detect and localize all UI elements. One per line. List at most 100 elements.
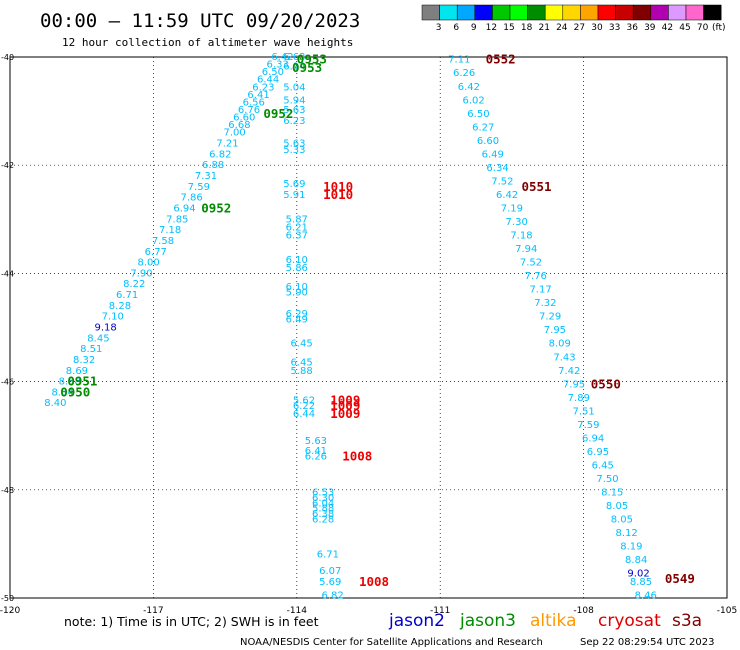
swh-value-label: 7.85 <box>166 214 188 225</box>
swh-value-label: 6.10 <box>286 282 308 293</box>
swh-value-label: 6.68 <box>228 120 250 131</box>
swh-value-label: 8.05 <box>611 515 633 526</box>
swh-value-label: 6.94 <box>582 433 604 444</box>
swh-value-label: 8.19 <box>620 542 642 553</box>
swh-value-label: 5.62 <box>293 396 315 407</box>
swh-value-label: 8.46 <box>635 590 657 601</box>
swh-value-label: 7.42 <box>558 366 580 377</box>
x-tick-label: -108 <box>573 606 594 616</box>
colorbar-label: 27 <box>574 23 585 33</box>
colorbar-swatch <box>703 4 722 21</box>
swh-value-label: 6.21 <box>286 222 308 233</box>
swh-value-label: 6.41 <box>247 90 269 101</box>
swh-value-label: 6.30 <box>312 493 334 504</box>
swh-value-label: 5.94 <box>283 95 305 106</box>
time-label: 0951 <box>67 374 97 389</box>
swh-value-label: 6.10 <box>286 255 308 266</box>
time-label: 0953 <box>297 52 327 67</box>
swh-value-label: 5.88 <box>290 366 312 377</box>
legend-cryosat: cryosat <box>598 611 661 631</box>
swh-value-label: 8.09 <box>549 339 571 350</box>
colorbar-label: 18 <box>521 23 533 33</box>
swh-value-label: 8.45 <box>87 333 109 344</box>
legend-jason2: jason2 <box>388 611 445 631</box>
x-tick-label: -120 <box>0 606 20 616</box>
swh-value-label: 6.82 <box>209 149 231 160</box>
swh-value-label: 6.29 <box>286 309 308 320</box>
colorbar-swatch <box>562 4 581 21</box>
time-label: 1009 <box>330 398 360 413</box>
time-label: 1009 <box>330 406 360 421</box>
swh-value-label: 5.86 <box>286 263 308 274</box>
chart-subtitle: 12 hour collection of altimeter wave hei… <box>62 36 353 49</box>
colorbar-label: 36 <box>626 23 638 33</box>
swh-value-label: 6.45 <box>592 460 614 471</box>
colorbar-swatch <box>474 4 493 21</box>
time-label: 1008 <box>359 574 389 589</box>
swh-value-label: 6.56 <box>243 97 265 108</box>
colorbar-label: 3 <box>436 23 442 33</box>
time-label: 0953 <box>292 60 322 75</box>
swh-value-label: 8.40 <box>44 398 66 409</box>
swh-value-label: 7.51 <box>572 406 594 417</box>
colorbar-label: 45 <box>679 23 690 33</box>
colorbar-swatch <box>685 4 704 21</box>
time-label: 0549 <box>665 571 695 586</box>
footer-note: note: 1) Time is in UTC; 2) SWH is in fe… <box>64 614 319 629</box>
swh-value-label: 6.34 <box>486 163 508 174</box>
swh-value-label: 7.86 <box>181 193 203 204</box>
legend-jason3: jason3 <box>459 611 516 631</box>
swh-value-label: 7.18 <box>510 231 532 242</box>
swh-value-label: 5.69 <box>319 577 341 588</box>
swh-value-label: 6.76 <box>238 105 260 116</box>
swh-value-label: 6.37 <box>286 231 308 242</box>
swh-value-label: 8.05 <box>606 501 628 512</box>
swh-value-label: 6.49 <box>286 314 308 325</box>
swh-value-label: 6.49 <box>482 149 504 160</box>
swh-value-label: 7.95 <box>544 325 566 336</box>
colorbar-label: 21 <box>538 23 549 33</box>
swh-value-label: 6.60 <box>233 113 255 124</box>
swh-value-label: 7.19 <box>501 203 523 214</box>
legend-altika: altika <box>530 611 577 631</box>
swh-value-label: 7.52 <box>520 258 542 269</box>
swh-value-label: 6.02 <box>463 95 485 106</box>
swh-value-label: 6.44 <box>257 75 279 86</box>
colorbar-swatch <box>439 4 458 21</box>
colorbar-label: 39 <box>644 23 656 33</box>
colorbar-swatch <box>668 4 687 21</box>
swh-value-label: 5.91 <box>283 190 305 201</box>
swh-value-label: 6.42 <box>458 82 480 93</box>
swh-value-label: 7.89 <box>568 393 590 404</box>
swh-value-label: 7.95 <box>563 379 585 390</box>
swh-value-label: 6.04 <box>312 498 334 509</box>
swh-value-label: 7.50 <box>596 474 618 485</box>
swh-value-label: 6.44 <box>293 409 315 420</box>
footer-timestamp: Sep 22 08:29:54 UTC 2023 <box>580 637 714 648</box>
y-tick-label: -46 <box>1 378 14 387</box>
satellite-legend: jason2 jason3 altika cryosat s3a <box>388 611 702 631</box>
colorbar-label: 6 <box>453 23 459 33</box>
swh-value-label: 7.76 <box>525 271 547 282</box>
swh-value-label: 6.14 <box>283 62 305 73</box>
swh-value-label: 6.88 <box>202 160 224 171</box>
colorbar-label: 70 <box>697 23 709 33</box>
colorbar-label: 42 <box>662 23 673 33</box>
x-tick-label: -117 <box>143 606 163 616</box>
time-label: 0551 <box>521 179 551 194</box>
swh-value-label: 8.84 <box>625 555 647 566</box>
swh-value-label: 7.29 <box>539 312 561 323</box>
swh-value-label: 6.77 <box>145 247 167 258</box>
swh-value-label: 5.90 <box>286 287 308 298</box>
colorbar-label: 15 <box>503 23 514 33</box>
swh-value-label: 5.04 <box>283 82 305 93</box>
swh-value-label: 6.50 <box>467 109 489 120</box>
swh-value-label: 5.88 <box>312 504 334 515</box>
axis-ticks: -120 -117 -114 -111 -108 -105 -40 -42 -44 -46 -48 -… <box>0 53 737 616</box>
legend-s3a: s3a <box>672 611 702 631</box>
swh-value-label: 7.90 <box>130 268 152 279</box>
colorbar-swatch <box>597 4 616 21</box>
time-label: 1010 <box>323 187 353 202</box>
swh-value-label: 7.94 <box>515 244 537 255</box>
